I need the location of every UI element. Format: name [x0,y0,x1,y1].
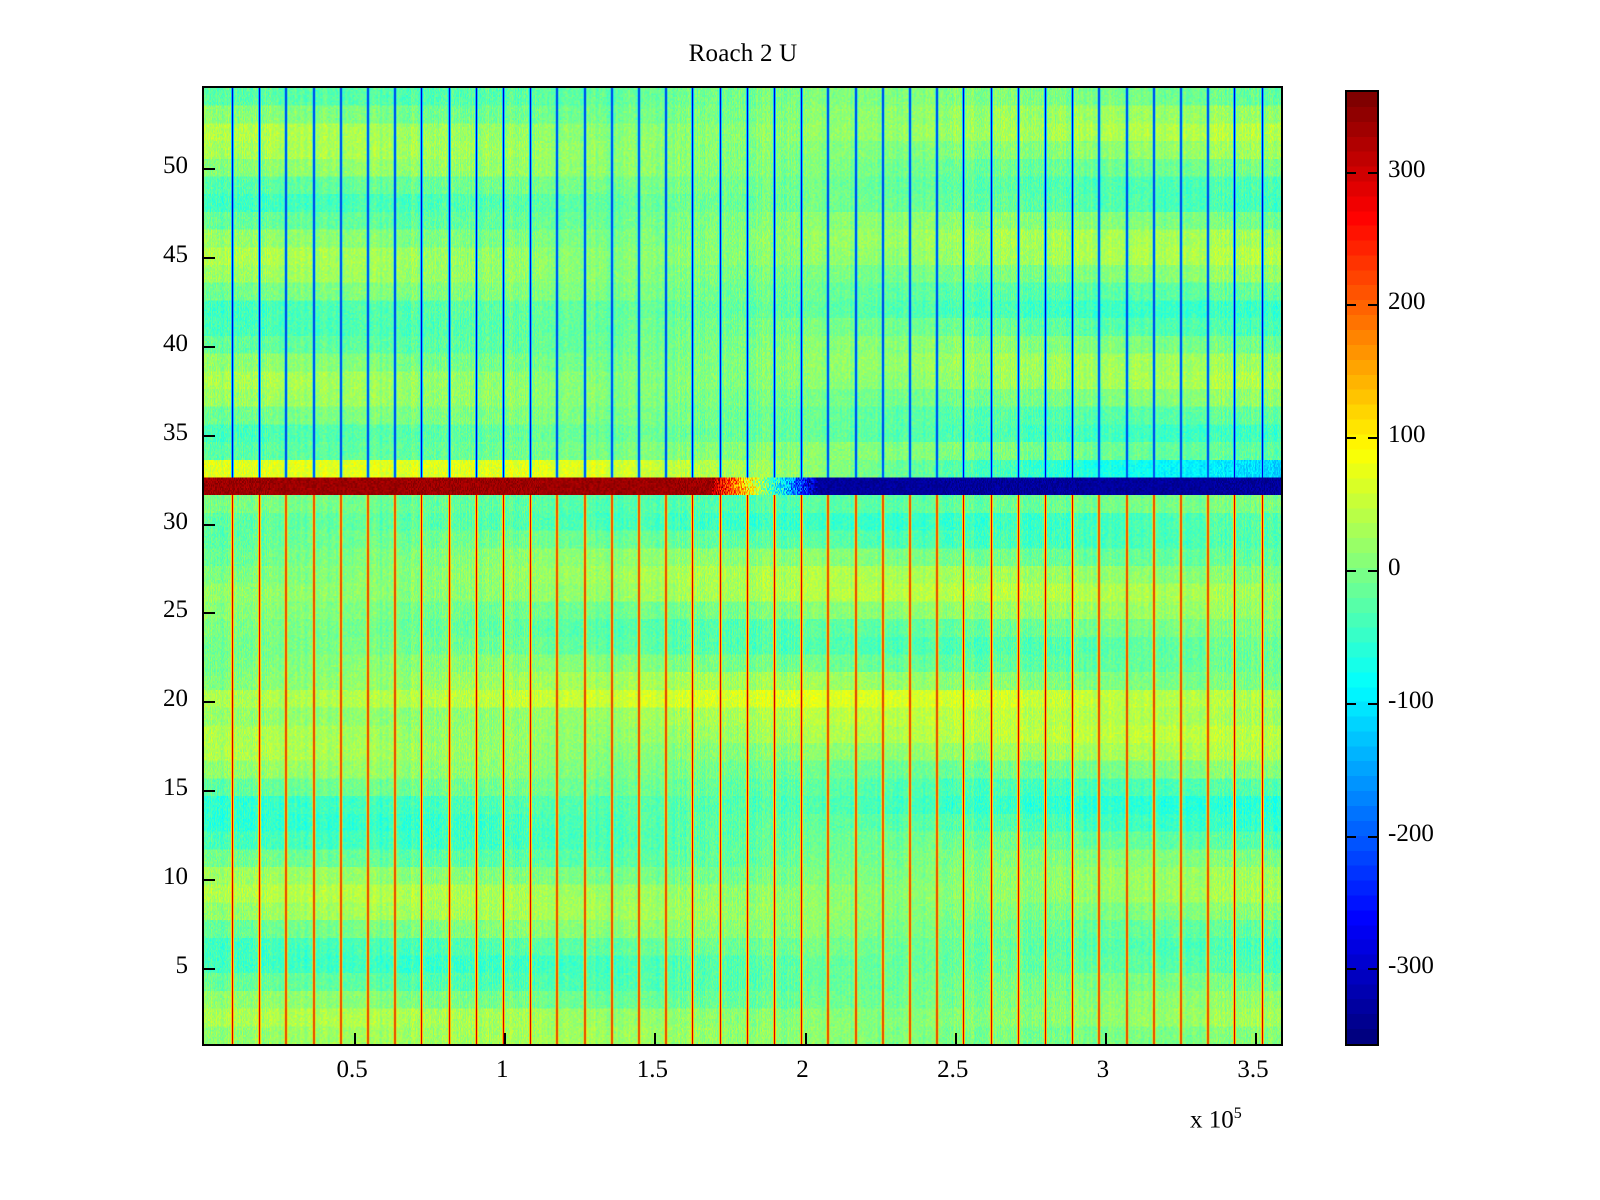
colorbar-tick [1347,570,1356,572]
x-axis-tick [1254,1033,1257,1044]
y-axis-ticklabel: 20 [163,685,188,713]
colorbar-tick [1368,437,1377,440]
colorbar-ticklabels: 300 200 100 0 -100 -200 -300 [1388,90,1508,1046]
x-axis-exponent-base: x 10 [1190,1106,1234,1134]
colorbar[interactable] [1345,90,1379,1046]
colorbar-tick [1368,171,1377,174]
y-axis-tick [204,168,215,170]
y-axis-ticklabel: 15 [163,774,188,802]
colorbar-tick [1368,835,1377,838]
x-axis-ticklabel: 0.5 [336,1056,368,1083]
colorbar-gradient [1347,92,1377,1044]
y-axis-tick [204,256,215,259]
colorbar-tick [1347,437,1356,440]
colorbar-tick [1347,968,1356,971]
y-axis-ticklabel: 45 [163,240,188,268]
colorbar-ticklabel: -200 [1388,819,1434,847]
heatmap-image [204,88,1281,1044]
x-axis-ticklabel: 3 [1096,1056,1110,1083]
y-axis-tick [204,612,215,615]
y-axis-ticklabel: 25 [163,596,188,624]
x-axis-ticklabel: 2 [796,1056,809,1083]
x-axis-tick [1104,1033,1107,1044]
x-axis-ticklabel: 1 [496,1056,509,1083]
y-axis-tick [204,968,215,970]
colorbar-tick [1347,171,1356,174]
x-axis-ticklabel: 1.5 [636,1056,669,1083]
x-axis-tick [354,1033,357,1044]
heatmap-axes[interactable] [202,86,1283,1046]
y-axis-ticklabel: 5 [175,952,189,979]
y-axis-ticklabel: 35 [163,418,188,446]
y-axis-ticklabel: 40 [163,329,188,357]
x-axis-tick [504,1033,507,1044]
y-axis-ticklabel: 10 [163,863,188,891]
colorbar-ticklabel: 0 [1388,554,1401,581]
colorbar-tick [1368,304,1377,307]
x-axis-tick [804,1033,807,1044]
y-axis-tick [204,879,215,882]
y-axis-tick [204,790,215,793]
x-axis-ticklabel: 2.5 [937,1056,969,1083]
colorbar-tick [1347,835,1356,838]
y-axis-tick [204,523,215,526]
colorbar-tick [1368,968,1377,971]
y-axis-tick [204,434,215,437]
colorbar-tick [1368,570,1377,572]
colorbar-tick [1347,304,1356,307]
x-axis-exponent-power: 5 [1233,1105,1242,1122]
colorbar-ticklabel: -100 [1388,686,1434,714]
y-axis-tick [204,701,215,704]
colorbar-ticklabel: 200 [1388,288,1426,316]
colorbar-ticklabel: 300 [1388,155,1426,183]
x-axis-ticklabel: 3.5 [1237,1056,1269,1083]
x-axis-ticklabels: 0.5 1 1.5 2 2.5 3 3.5 [202,1056,1283,1092]
x-axis-tick [954,1033,957,1044]
x-axis-exponent-label: x 105 [1190,1105,1242,1134]
colorbar-ticklabel: 100 [1388,421,1426,449]
x-axis-tick [654,1033,657,1044]
y-axis-tick [204,345,215,348]
colorbar-tick [1347,702,1356,705]
y-axis-ticklabel: 50 [163,152,188,179]
y-axis-ticklabels: 5 10 15 20 25 30 35 40 45 50 [130,86,188,1046]
y-axis-ticklabel: 30 [163,507,188,535]
page-title: Roach 2 U [688,40,798,67]
colorbar-tick [1368,702,1377,705]
colorbar-ticklabel: -300 [1388,952,1434,980]
